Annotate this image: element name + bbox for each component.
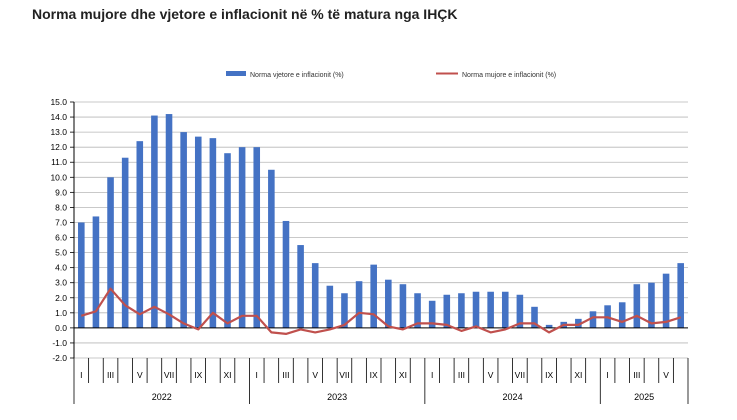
x-axis-labels: I III V VII IX XI I III V VII IX XI I III V VII IX XI I III… [73,358,689,404]
x-tick-label: XI [223,370,231,380]
y-axis-ticks: 15.0 14.0 13.0 12.0 11.0 10.0 9.0 8.0 7.0 6.0 5.0 4… [50,97,74,363]
legend-swatch-bar [226,71,246,76]
bar [311,263,319,328]
y-tick-label: 8.0 [55,202,67,212]
bar [224,153,231,328]
grid [74,101,688,359]
x-tick-label: V [137,370,143,380]
bar [472,291,480,328]
bar [268,169,275,328]
bar [662,273,670,328]
x-tick-label: III [633,370,640,380]
x-tick-label: V [312,370,318,380]
bar [370,264,377,328]
bar [326,285,334,328]
bar [677,263,684,328]
y-tick-label: 9.0 [55,187,67,197]
y-tick-label: 11.0 [51,157,67,167]
x-tick-label: XI [574,370,582,380]
x-tick-label: IX [194,370,202,380]
bar [165,114,173,328]
bar [238,147,246,328]
year-label: 2024 [503,392,523,402]
x-tick-label: VII [515,370,525,380]
bar [297,245,304,328]
chart-title: Norma mujore dhe vjetore e inflacionit n… [32,6,458,22]
x-tick-label: I [256,370,258,380]
bar [151,115,158,328]
bar [443,294,451,328]
year-label: 2022 [152,392,172,402]
bar [501,291,509,328]
bar [648,282,655,328]
y-tick-label: 7.0 [55,217,67,227]
bar [589,311,597,328]
bar [487,291,494,328]
bar [545,324,553,328]
bar [414,293,421,328]
x-tick-label: III [458,370,465,380]
axes [73,102,688,358]
bar [458,293,465,328]
bar [618,302,626,328]
y-tick-label: 5.0 [55,248,67,258]
bar [92,216,100,328]
line-series [80,287,682,335]
x-tick-label: IX [545,370,553,380]
y-tick-label: -1.0 [52,338,67,348]
y-tick-label: 10.0 [50,172,67,182]
bar [136,141,144,328]
bar [341,293,348,328]
bar [633,284,641,328]
bar [282,220,290,328]
y-tick-label: 0.0 [55,323,67,333]
x-tick-label: III [107,370,114,380]
bar [355,281,363,328]
year-label: 2023 [327,392,347,402]
x-tick-label: IX [370,370,378,380]
y-tick-label: 1.0 [55,308,67,318]
y-tick-label: -2.0 [52,353,67,363]
y-tick-label: 13.0 [50,127,67,137]
bar [516,294,524,328]
x-tick-label: V [663,370,669,380]
legend-label-line: Norma mujore e inflacionit (%) [462,72,556,79]
x-tick-label: V [488,370,494,380]
x-tick-label: XI [399,370,407,380]
x-tick-label: I [606,370,608,380]
y-tick-label: 12.0 [50,142,67,152]
monthly-inflation-line [80,287,682,335]
x-tick-label: I [431,370,433,380]
bar [194,136,202,328]
bar [78,222,85,328]
bar [253,147,261,328]
x-tick-label: VII [164,370,174,380]
bar [428,300,436,328]
x-tick-label: III [282,370,289,380]
bar [180,132,187,328]
legend-label-bar: Norma vjetore e inflacionit (%) [250,72,344,79]
bar [209,138,217,328]
year-label: 2025 [634,392,654,402]
y-tick-label: 15.0 [50,97,67,107]
x-tick-label: I [80,370,82,380]
y-tick-label: 2.0 [55,293,67,303]
bar [121,157,129,328]
y-tick-label: 3.0 [55,278,67,288]
y-tick-label: 14.0 [50,112,67,122]
bar [107,177,114,328]
bar-series [78,114,684,328]
y-tick-label: 4.0 [55,263,67,273]
x-tick-label: VII [339,370,349,380]
bar [399,284,407,328]
bar [385,279,392,328]
y-tick-label: 6.0 [55,233,67,243]
bar [531,306,538,328]
legend: Norma vjetore e inflacionit (%) Norma mu… [226,71,556,79]
bar [575,318,582,328]
